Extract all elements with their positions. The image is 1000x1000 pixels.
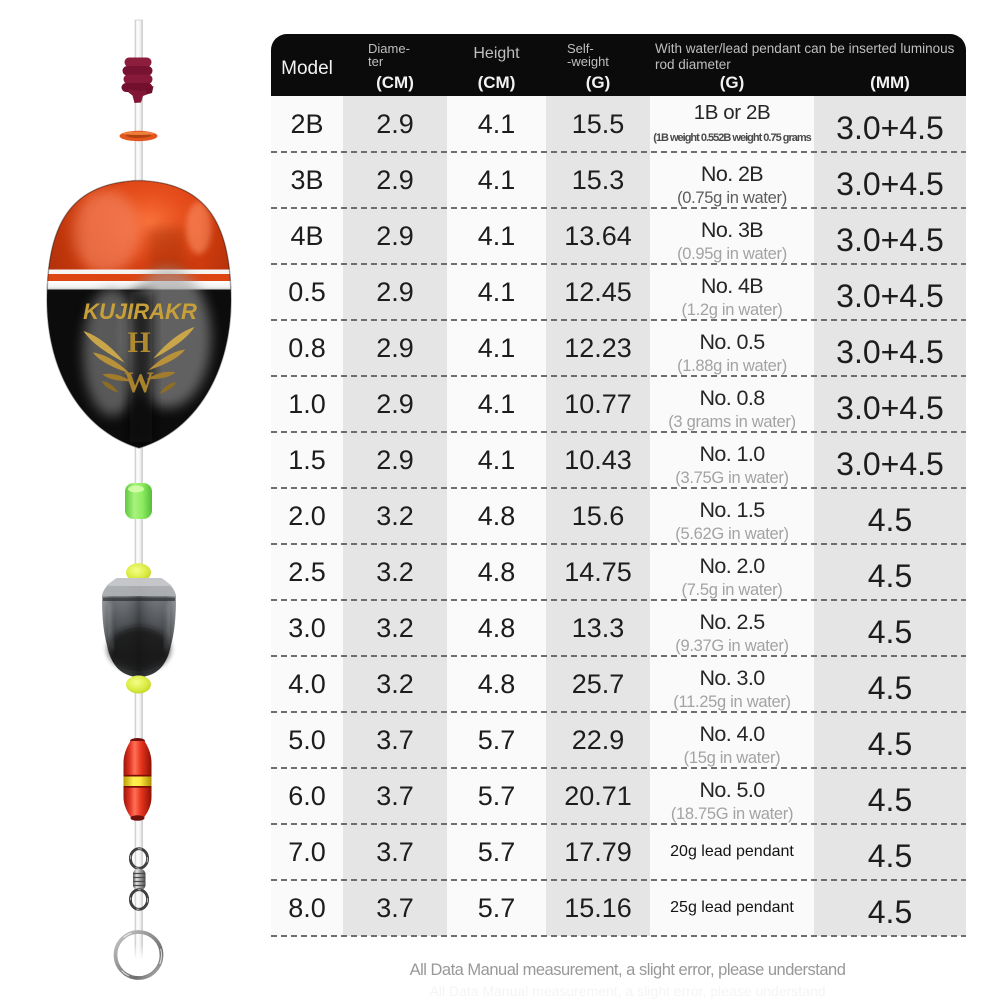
svg-text:KUJIRAKR: KUJIRAKR: [83, 299, 197, 324]
svg-text:H: H: [127, 326, 150, 359]
svg-text:W: W: [124, 366, 154, 399]
